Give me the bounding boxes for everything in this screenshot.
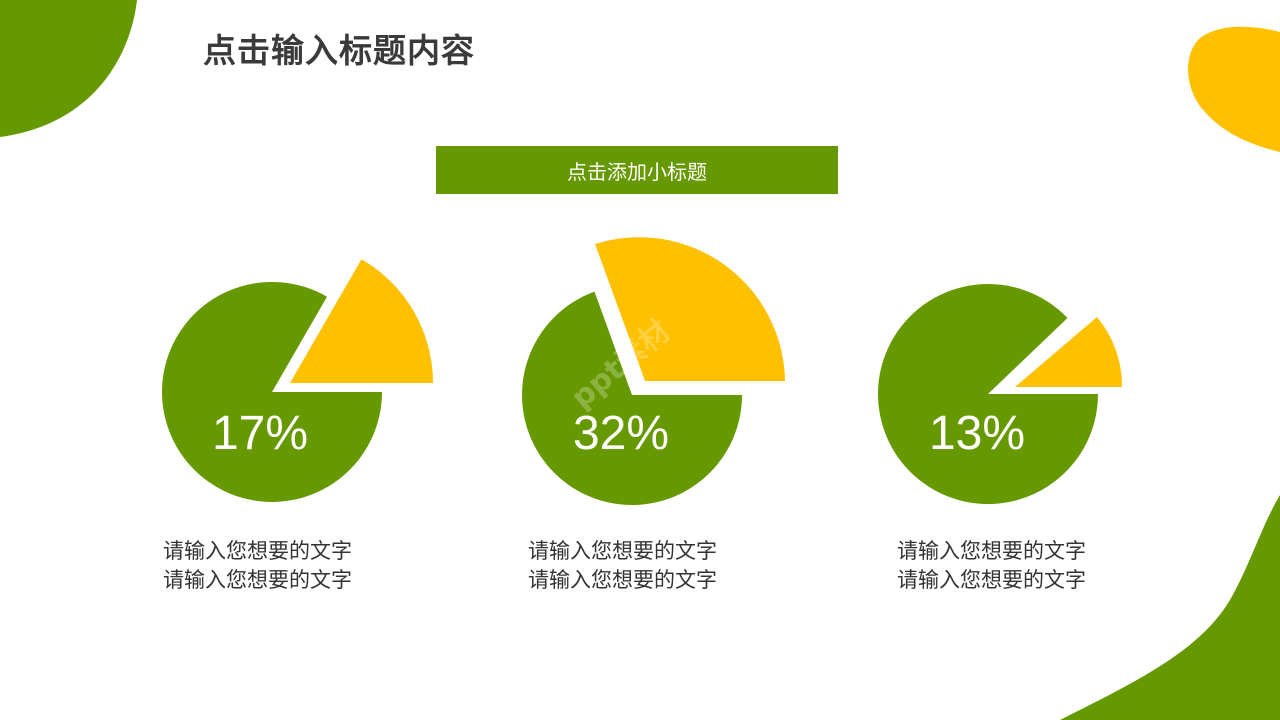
pie-chart-1 xyxy=(162,259,433,502)
pie-1-exploded-slice xyxy=(290,259,433,383)
description-1[interactable]: 请输入您想要的文字 请输入您想要的文字 xyxy=(163,537,352,595)
green-blob-bottom-right xyxy=(1060,495,1280,720)
subtitle-bar[interactable]: 点击添加小标题 xyxy=(436,146,838,194)
subtitle-text: 点击添加小标题 xyxy=(567,159,707,184)
description-2-line-2: 请输入您想要的文字 xyxy=(528,568,717,592)
page-title[interactable]: 点击输入标题内容 xyxy=(203,31,475,70)
green-blob-top-left xyxy=(0,0,137,137)
description-2-line-1: 请输入您想要的文字 xyxy=(528,539,717,563)
description-2[interactable]: 请输入您想要的文字 请输入您想要的文字 xyxy=(528,537,717,595)
pie-2-exploded-slice xyxy=(595,237,785,381)
description-1-line-2: 请输入您想要的文字 xyxy=(163,568,352,592)
pie-2-label: 32% xyxy=(572,407,670,460)
description-3-line-1: 请输入您想要的文字 xyxy=(897,539,1086,563)
pie-3-exploded-slice xyxy=(1015,317,1123,387)
pie-chart-3 xyxy=(878,284,1123,505)
description-3[interactable]: 请输入您想要的文字 请输入您想要的文字 xyxy=(897,537,1086,595)
description-1-line-1: 请输入您想要的文字 xyxy=(163,539,352,563)
pie-1-main-slice xyxy=(162,281,382,502)
pie-1-label: 17% xyxy=(211,407,309,460)
pie-2-main-slice xyxy=(522,291,742,506)
yellow-blob-top-right xyxy=(1188,26,1280,153)
pie-chart-2 xyxy=(522,237,785,506)
description-3-line-2: 请输入您想要的文字 xyxy=(897,568,1086,592)
pie-3-main-slice xyxy=(878,284,1098,505)
pie-3-label: 13% xyxy=(928,407,1026,460)
